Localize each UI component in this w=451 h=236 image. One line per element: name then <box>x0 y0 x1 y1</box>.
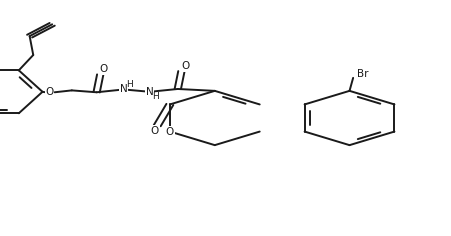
Text: O: O <box>181 61 189 71</box>
Text: Br: Br <box>357 69 369 79</box>
Text: H: H <box>126 80 133 89</box>
Text: O: O <box>100 64 108 74</box>
Text: O: O <box>45 87 53 97</box>
Text: N: N <box>120 84 128 94</box>
Text: N: N <box>146 87 154 97</box>
Text: O: O <box>151 126 159 136</box>
Text: H: H <box>152 92 159 101</box>
Text: O: O <box>166 126 174 137</box>
